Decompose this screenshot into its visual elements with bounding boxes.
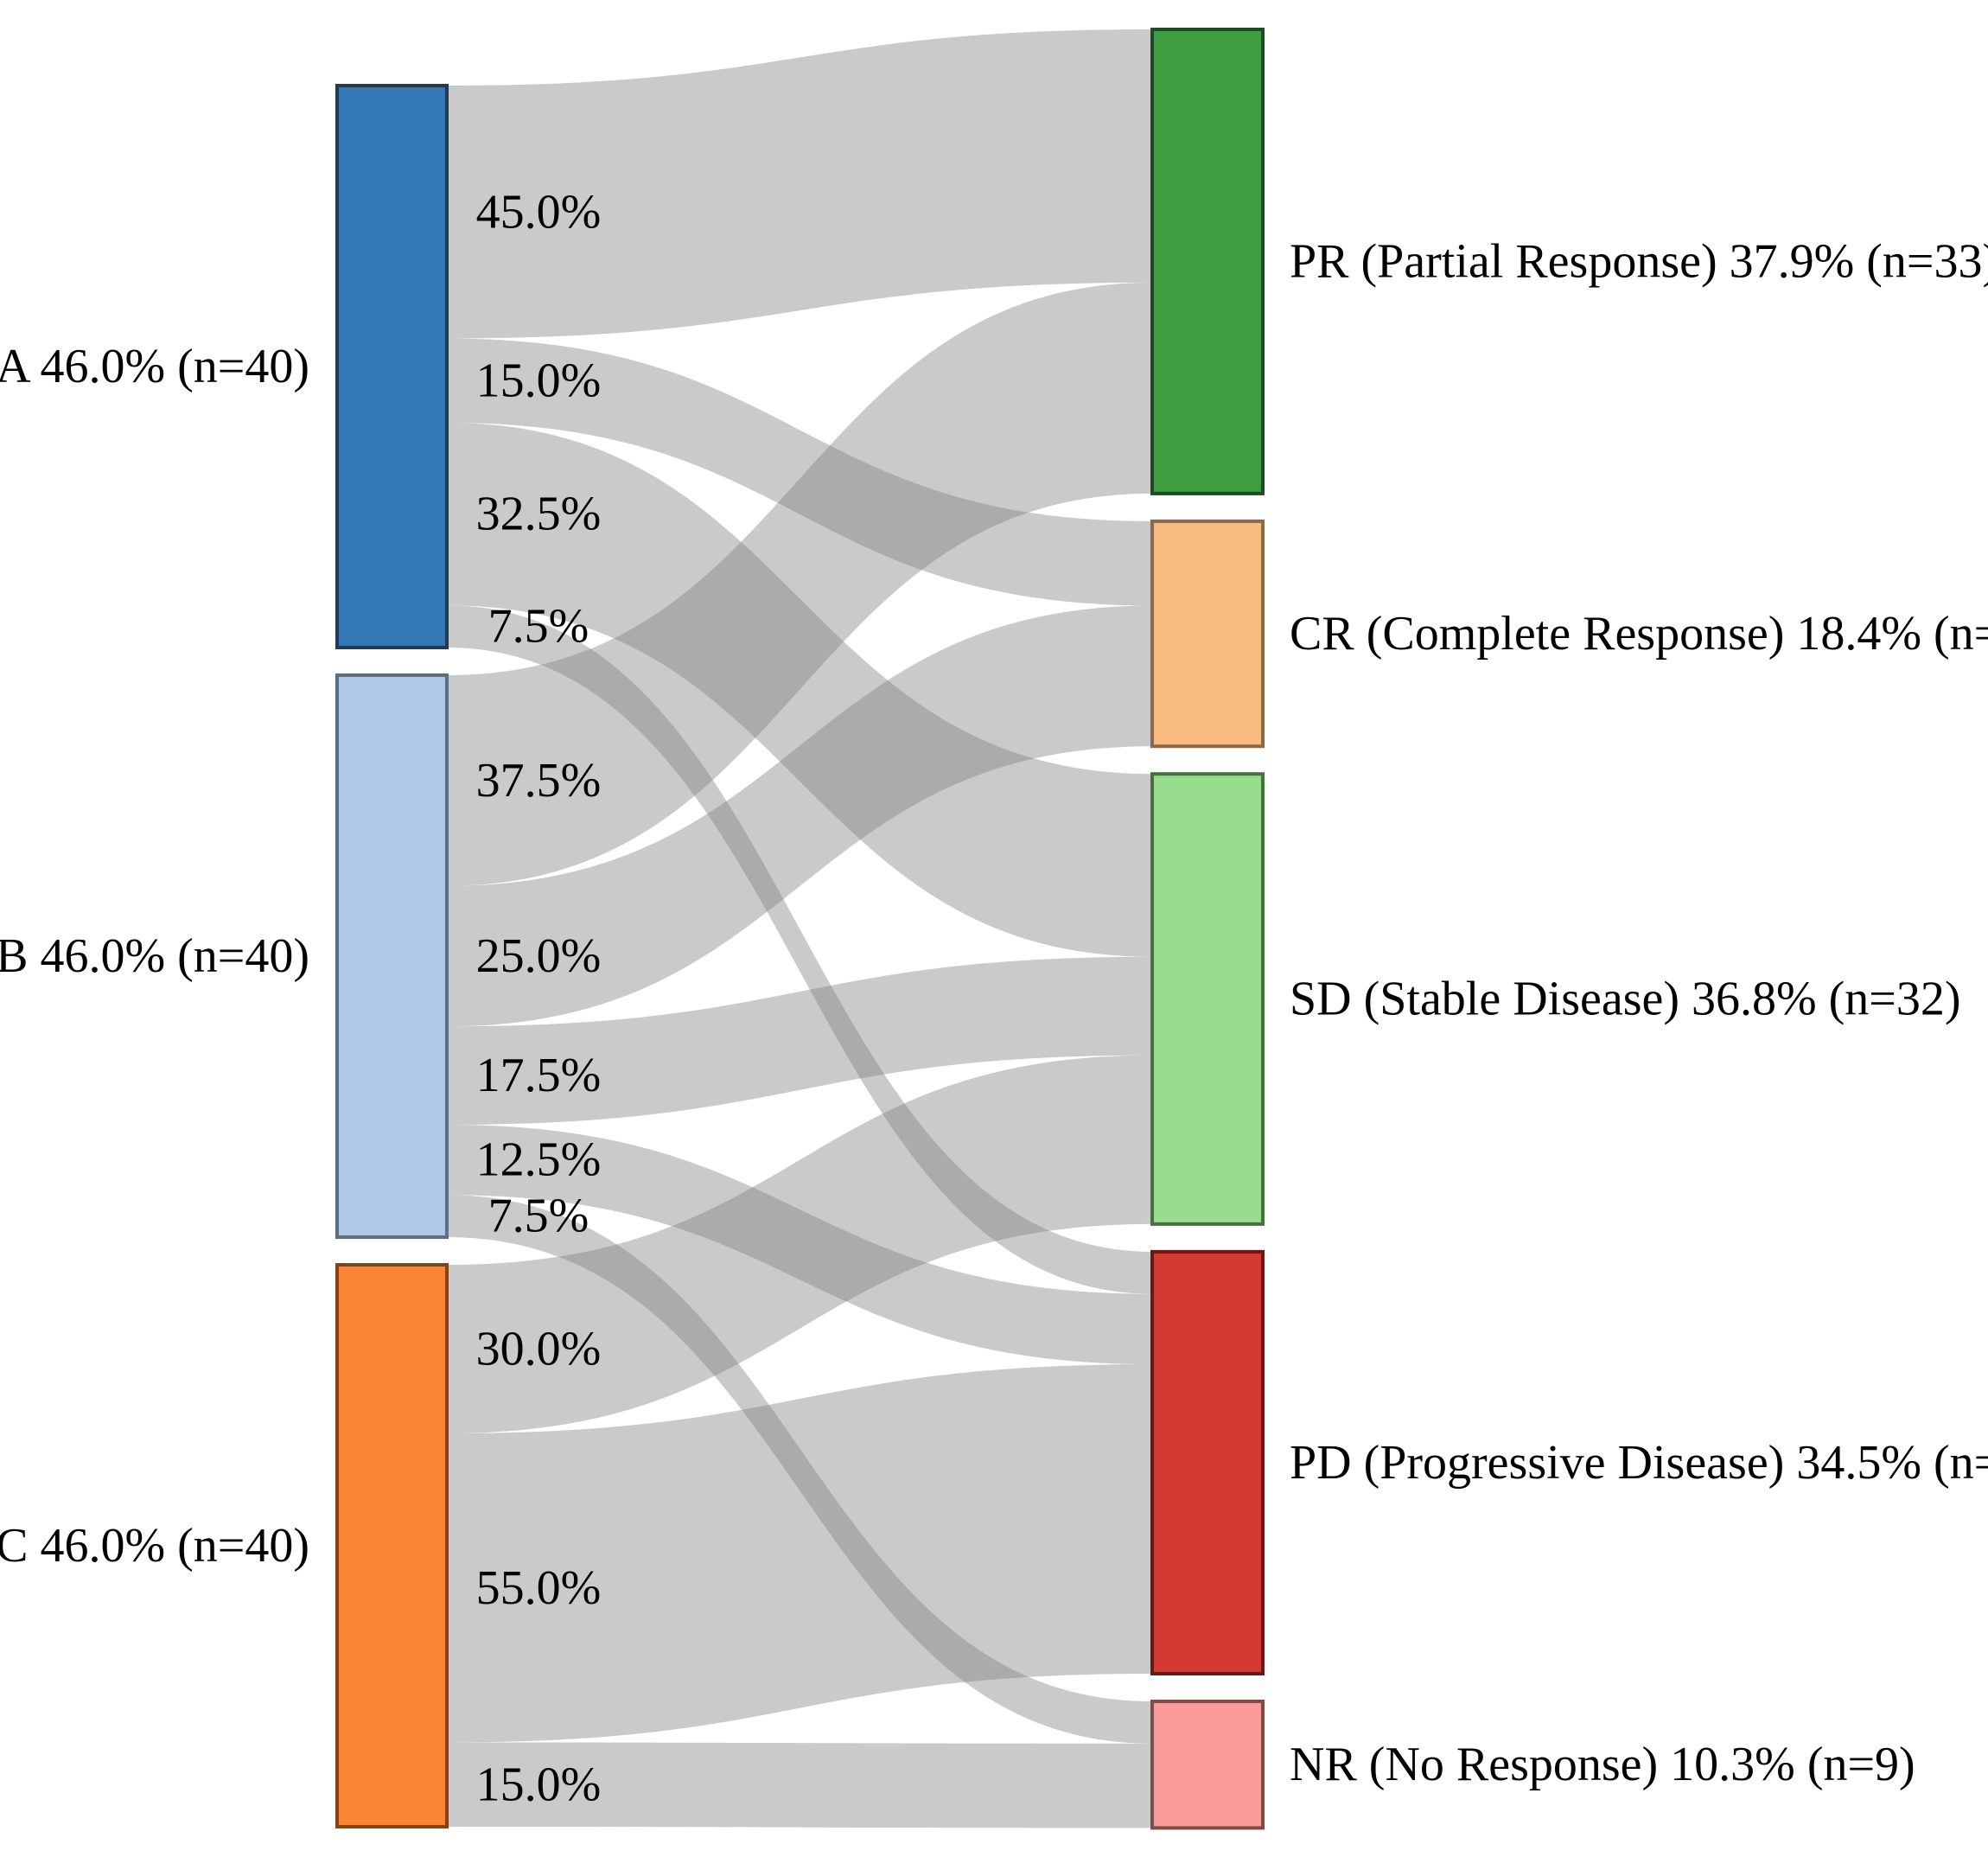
flow-B-CR bbox=[447, 605, 1152, 1027]
flow-A-PD bbox=[447, 605, 1152, 1294]
flow-label-C-SD: 30.0% bbox=[476, 1323, 602, 1376]
node-C bbox=[335, 1263, 449, 1828]
flow-label-B-PD: 12.5% bbox=[476, 1133, 602, 1187]
node-label-PR: PR (Partial Response) 37.9% (n=33) bbox=[1290, 234, 1988, 288]
node-NR bbox=[1150, 1699, 1265, 1830]
flow-B-PR bbox=[447, 282, 1152, 886]
node-label-SD: SD (Stable Disease) 36.8% (n=32) bbox=[1290, 973, 1961, 1026]
flow-A-SD bbox=[447, 423, 1152, 957]
flow-label-B-PR: 37.5% bbox=[476, 754, 602, 807]
node-label-PD: PD (Progressive Disease) 34.5% (n=30) bbox=[1290, 1436, 1988, 1490]
flow-B-PD bbox=[447, 1125, 1152, 1365]
flow-label-A-PD: 7.5% bbox=[488, 600, 589, 654]
node-label-CR: CR (Complete Response) 18.4% (n=16) bbox=[1290, 607, 1988, 660]
flow-A-CR bbox=[447, 338, 1152, 606]
flow-label-C-NR: 15.0% bbox=[476, 1758, 602, 1811]
flow-label-A-PR: 45.0% bbox=[476, 185, 602, 239]
flows-layer bbox=[447, 29, 1152, 1828]
node-PD bbox=[1150, 1249, 1265, 1675]
labels-layer: 45.0%15.0%32.5%7.5%37.5%25.0%17.5%12.5%7… bbox=[0, 185, 1988, 1811]
node-A bbox=[335, 84, 449, 649]
flow-A-PR bbox=[447, 29, 1152, 339]
node-label-A: A 46.0% (n=40) bbox=[0, 340, 309, 393]
flow-C-PD bbox=[447, 1364, 1152, 1743]
node-SD bbox=[1150, 772, 1265, 1226]
flow-B-SD bbox=[447, 956, 1152, 1125]
node-PR bbox=[1150, 28, 1265, 495]
flow-B-NR bbox=[447, 1195, 1152, 1744]
node-label-C: C 46.0% (n=40) bbox=[0, 1519, 309, 1573]
nodes-layer bbox=[335, 28, 1265, 1830]
flow-label-A-SD: 32.5% bbox=[476, 488, 602, 541]
flow-label-B-SD: 17.5% bbox=[476, 1049, 602, 1102]
flow-label-C-PD: 55.0% bbox=[476, 1561, 602, 1615]
flow-C-SD bbox=[447, 1055, 1152, 1433]
node-label-B: B 46.0% (n=40) bbox=[0, 929, 309, 983]
node-CR bbox=[1150, 519, 1265, 749]
flow-label-A-CR: 15.0% bbox=[476, 354, 602, 407]
flow-label-B-CR: 25.0% bbox=[476, 929, 602, 983]
flow-C-NR bbox=[447, 1742, 1152, 1828]
flow-label-B-NR: 7.5% bbox=[488, 1190, 589, 1243]
node-B bbox=[335, 673, 449, 1239]
node-label-NR: NR (No Response) 10.3% (n=9) bbox=[1290, 1738, 1915, 1791]
